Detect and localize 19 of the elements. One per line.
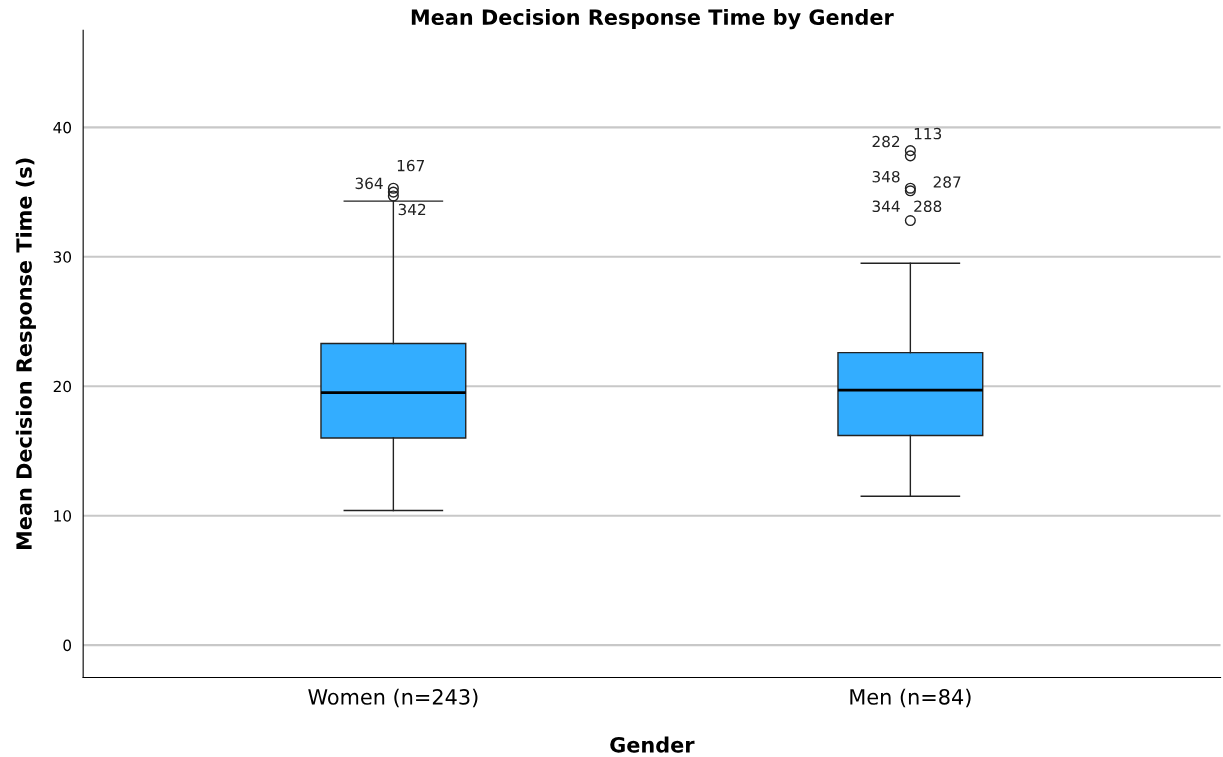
y-tick-label: 30 — [53, 251, 72, 263]
annotation: 342 — [398, 203, 426, 216]
x-axis-title: Gender — [610, 736, 695, 753]
annotation: 288 — [914, 200, 942, 213]
y-axis-title: Mean Decision Response Time (s) — [15, 158, 36, 550]
annotation: 364 — [355, 177, 383, 190]
annotation: 167 — [397, 159, 424, 172]
annotation: 282 — [872, 135, 900, 148]
x-tick-label: Men (n=84) — [850, 688, 971, 708]
y-tick-label: 10 — [54, 510, 72, 522]
y-tick-label: 0 — [63, 639, 72, 652]
x-tick-label: Women (n=243) — [308, 688, 478, 708]
annotation: 348 — [872, 170, 900, 183]
y-tick-label: 20 — [53, 380, 72, 393]
annotation: 113 — [914, 127, 942, 140]
annotation: 344 — [872, 200, 900, 213]
y-tick-label: 40 — [53, 121, 72, 134]
annotation: 287 — [933, 176, 961, 188]
chart-title: Mean Decision Response Time by Gender — [411, 8, 894, 30]
